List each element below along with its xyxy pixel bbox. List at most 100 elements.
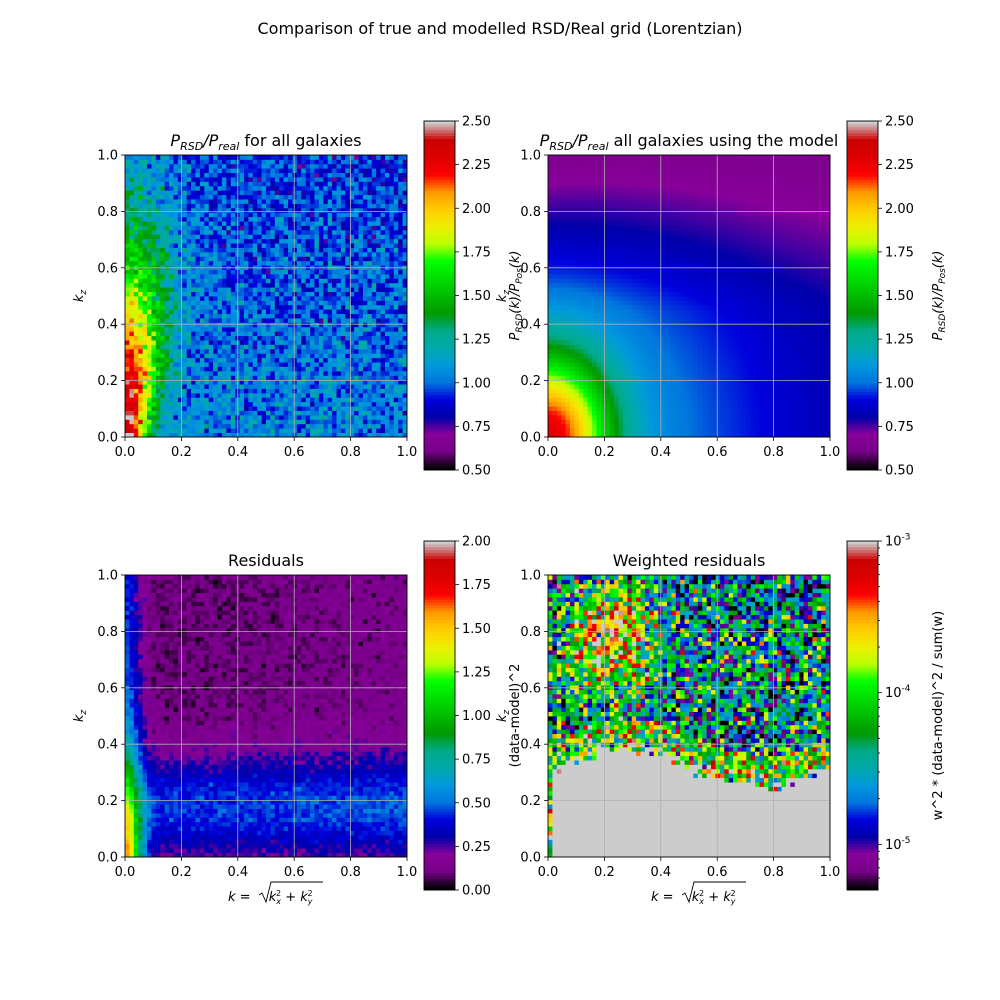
heatmap-cell: [349, 423, 355, 429]
heatmap-cell: [376, 432, 381, 438]
heatmap-cell: [671, 388, 677, 394]
heatmap-cell: [345, 384, 351, 389]
heatmap-cell: [803, 392, 809, 398]
heatmap-cell: [301, 428, 307, 433]
heatmap-cell: [799, 388, 804, 394]
heatmap-cell: [719, 397, 725, 403]
heatmap-cell: [142, 190, 148, 196]
heatmap-cell: [239, 357, 245, 363]
heatmap-cell: [803, 423, 809, 429]
heatmap-cell: [147, 370, 152, 376]
heatmap-cell: [376, 194, 381, 200]
colorbar-segment: [424, 173, 455, 177]
heatmap-cell: [358, 199, 364, 204]
heatmap-cell: [697, 432, 703, 438]
heatmap-cell: [164, 278, 170, 284]
heatmap-cell: [252, 326, 258, 332]
heatmap-cell: [147, 331, 152, 337]
heatmap-cell: [310, 296, 315, 301]
heatmap-cell: [257, 278, 262, 284]
heatmap-cell: [177, 362, 183, 367]
heatmap-cell: [719, 388, 725, 394]
heatmap-cell: [133, 326, 139, 332]
heatmap-cell: [279, 168, 285, 174]
heatmap-cell: [772, 392, 778, 398]
heatmap-cell: [177, 432, 183, 438]
heatmap-cell: [393, 375, 399, 381]
heatmap-cell: [393, 278, 399, 284]
heatmap-cell: [622, 392, 628, 398]
heatmap-cells-p1: [125, 155, 408, 438]
heatmap-cell: [671, 432, 677, 438]
heatmap-cell: [160, 185, 166, 191]
colorbar-segment: [424, 417, 455, 422]
heatmap-cell: [257, 423, 262, 429]
heatmap-cell: [336, 410, 342, 416]
heatmap-cell: [204, 331, 210, 337]
colorbar-segment: [424, 211, 455, 215]
heatmap-cell: [147, 273, 152, 279]
heatmap-cell: [182, 410, 188, 416]
heatmap-cell: [142, 216, 148, 222]
heatmap-cell: [257, 304, 262, 310]
heatmap-cell: [177, 322, 183, 328]
heatmap-cell: [164, 423, 170, 429]
heatmap-cell: [186, 243, 192, 248]
heatmap-cell: [186, 177, 192, 182]
heatmap-cell: [279, 190, 285, 196]
heatmap-cell: [697, 392, 703, 398]
heatmap-cell: [129, 384, 135, 389]
heatmap-cell: [354, 353, 359, 359]
heatmap-cell: [578, 397, 584, 403]
heatmap-cell: [133, 296, 139, 301]
heatmap-cell: [318, 251, 324, 257]
heatmap-cell: [354, 423, 359, 429]
heatmap-cell: [332, 181, 337, 187]
heatmap-cell: [349, 278, 355, 284]
heatmap-cell: [252, 406, 258, 411]
heatmap-cell: [142, 313, 148, 319]
heatmap-cell: [327, 221, 333, 226]
heatmap-cell: [195, 326, 201, 332]
heatmap-cell: [380, 432, 386, 438]
heatmap-cell: [301, 366, 307, 372]
heatmap-cell: [362, 291, 368, 297]
heatmap-cell: [367, 168, 373, 174]
heatmap-cell: [314, 278, 320, 284]
heatmap-cell: [288, 291, 293, 297]
heatmap-cell: [600, 423, 606, 429]
heatmap-cell: [301, 278, 307, 284]
heatmap-cell: [653, 397, 659, 403]
colorbar-segment: [424, 339, 455, 343]
heatmap-cell: [142, 163, 148, 169]
heatmap-cell: [217, 300, 223, 306]
heatmap-cell: [230, 348, 236, 354]
heatmap-cell: [274, 388, 280, 394]
heatmap-cell: [402, 260, 408, 266]
heatmap-cell: [133, 229, 139, 235]
heatmap-cell: [301, 216, 307, 222]
heatmap-cell: [799, 392, 804, 398]
heatmap-cell: [314, 357, 320, 363]
heatmap-cell: [204, 199, 210, 204]
heatmap-cell: [367, 194, 373, 200]
heatmap-cell: [208, 344, 214, 350]
heatmap-cell: [279, 207, 285, 213]
heatmap-cell: [340, 194, 346, 200]
heatmap-cell: [274, 375, 280, 381]
heatmap-cell: [182, 172, 188, 178]
heatmap-cell: [125, 406, 130, 411]
heatmap-cell: [173, 229, 179, 235]
heatmap-cell: [213, 256, 218, 262]
heatmap-cell: [138, 410, 144, 416]
heatmap-cell: [230, 296, 236, 301]
heatmap-cell: [728, 419, 734, 425]
heatmap-cell: [155, 318, 161, 323]
heatmap-cell: [195, 216, 201, 222]
heatmap-cell: [151, 392, 157, 398]
heatmap-cell: [191, 419, 196, 425]
heatmap-cell: [204, 168, 210, 174]
heatmap-cell: [631, 392, 637, 398]
heatmap-cell: [288, 423, 293, 429]
heatmap-cell: [182, 177, 188, 182]
